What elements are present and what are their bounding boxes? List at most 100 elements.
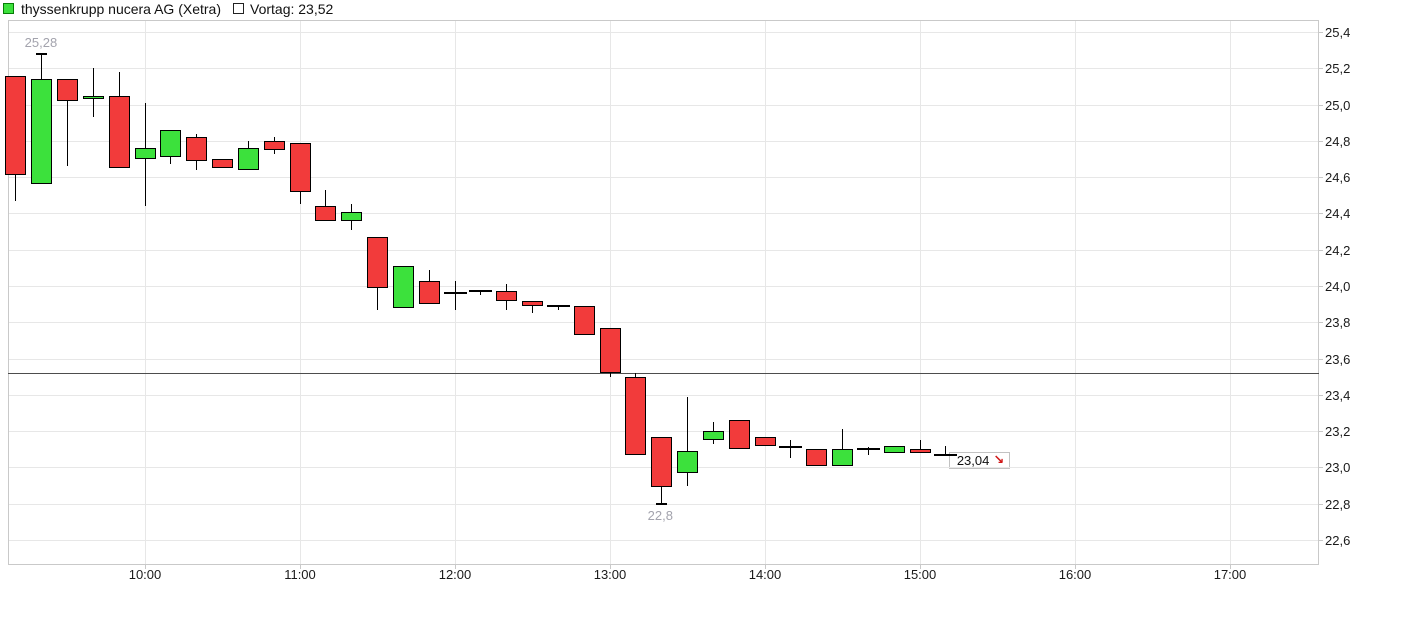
candle-down xyxy=(315,206,337,221)
candle-wick xyxy=(67,79,68,167)
x-axis-label: 14:00 xyxy=(748,567,782,582)
candle-down xyxy=(418,280,440,305)
y-grid-line xyxy=(8,540,1319,541)
candle-down xyxy=(367,237,388,288)
candle-down xyxy=(212,159,233,169)
candle-up xyxy=(832,449,853,466)
y-grid-line xyxy=(8,177,1319,178)
x-axis-label: 16:00 xyxy=(1058,567,1092,582)
candle-down xyxy=(57,79,78,101)
y-axis-label: 22,6 xyxy=(1325,533,1351,548)
candle-up xyxy=(237,148,259,170)
y-axis-label: 24,2 xyxy=(1325,243,1351,258)
y-tick-mark xyxy=(1319,68,1323,69)
candle-doji xyxy=(779,446,803,449)
y-tick-mark xyxy=(1319,467,1323,468)
candle-down xyxy=(651,436,673,488)
x-axis-label: 11:00 xyxy=(284,567,316,582)
candle-wick xyxy=(557,305,559,310)
y-tick-mark xyxy=(1319,322,1323,323)
session-high-cap xyxy=(36,52,48,55)
x-grid-line xyxy=(145,20,146,565)
x-tick-mark xyxy=(920,565,921,569)
candle-up xyxy=(160,129,182,158)
candle-wick xyxy=(919,440,921,453)
chart-legend: thyssenkrupp nucera AG (Xetra) Vortag: 2… xyxy=(0,0,1428,20)
last-price-badge: 23,04 ↘ xyxy=(948,452,1011,470)
x-grid-line xyxy=(1075,20,1076,565)
candle-up xyxy=(883,445,905,453)
candle-wick xyxy=(945,445,947,455)
candle-up xyxy=(134,148,156,159)
y-axis-label: 22,8 xyxy=(1325,497,1351,512)
y-grid-line xyxy=(8,431,1319,432)
y-axis-label: 23,4 xyxy=(1325,388,1351,403)
y-tick-mark xyxy=(1319,359,1323,360)
price-down-arrow-icon: ↘ xyxy=(993,453,1005,469)
session-high-label: 25,28 xyxy=(24,34,58,50)
y-axis-label: 25,0 xyxy=(1325,98,1351,113)
y-tick-mark xyxy=(1319,32,1323,33)
x-tick-mark xyxy=(765,565,766,569)
x-tick-mark xyxy=(1230,565,1231,569)
candle-down xyxy=(909,449,931,453)
y-tick-mark xyxy=(1319,286,1323,287)
x-axis-label: 15:00 xyxy=(903,567,937,582)
candle-doji xyxy=(934,453,958,456)
y-tick-mark xyxy=(1319,431,1323,432)
previous-close-swatch xyxy=(233,3,244,14)
y-tick-mark xyxy=(1319,504,1323,505)
candle-down xyxy=(728,420,750,450)
candle-up xyxy=(31,79,53,185)
y-grid-line xyxy=(8,141,1319,142)
x-axis-label: 12:00 xyxy=(438,567,472,582)
candle-up xyxy=(341,211,363,221)
candle-wick xyxy=(325,189,327,221)
y-grid-line xyxy=(8,322,1319,323)
candle-wick xyxy=(867,447,869,455)
y-grid-line xyxy=(8,395,1319,396)
candle-down xyxy=(806,449,828,466)
x-tick-mark xyxy=(145,565,146,569)
previous-close-label: Vortag: 23,52 xyxy=(250,1,334,17)
candle-doji xyxy=(856,448,880,451)
x-grid-line xyxy=(610,20,611,565)
x-grid-line xyxy=(1230,20,1231,565)
y-axis-label: 23,6 xyxy=(1325,352,1351,367)
x-axis-label: 13:00 xyxy=(593,567,627,582)
x-tick-mark xyxy=(610,565,611,569)
candle-up xyxy=(702,431,724,441)
y-grid-line xyxy=(8,32,1319,33)
candle-doji xyxy=(443,292,467,295)
series-color-swatch xyxy=(3,3,14,14)
candle-wick xyxy=(92,68,94,118)
y-grid-line xyxy=(8,250,1319,251)
session-low-label: 22,8 xyxy=(647,507,673,523)
candle-wick xyxy=(790,440,792,459)
candle-down xyxy=(573,305,595,335)
candle-down xyxy=(186,137,208,161)
y-axis-label: 25,2 xyxy=(1325,61,1351,76)
candle-down xyxy=(496,291,518,301)
y-axis-label: 24,6 xyxy=(1325,170,1351,185)
y-tick-mark xyxy=(1319,250,1323,251)
x-tick-mark xyxy=(455,565,456,569)
x-axis-label: 10:00 xyxy=(128,567,162,582)
candle-down xyxy=(754,436,776,446)
candle-doji xyxy=(546,304,570,307)
x-grid-line xyxy=(920,20,921,565)
session-low-cap xyxy=(656,502,668,505)
y-grid-line xyxy=(8,68,1319,69)
candle-up xyxy=(82,95,104,100)
candle-wick xyxy=(480,291,482,296)
y-tick-mark xyxy=(1319,105,1323,106)
y-tick-mark xyxy=(1319,141,1323,142)
candle-up xyxy=(392,266,414,308)
x-grid-line xyxy=(765,20,766,565)
plot-border xyxy=(8,20,1319,565)
candle-wick xyxy=(842,429,843,466)
candle-down xyxy=(522,300,543,306)
y-tick-mark xyxy=(1319,177,1323,178)
candle-down xyxy=(5,75,27,176)
